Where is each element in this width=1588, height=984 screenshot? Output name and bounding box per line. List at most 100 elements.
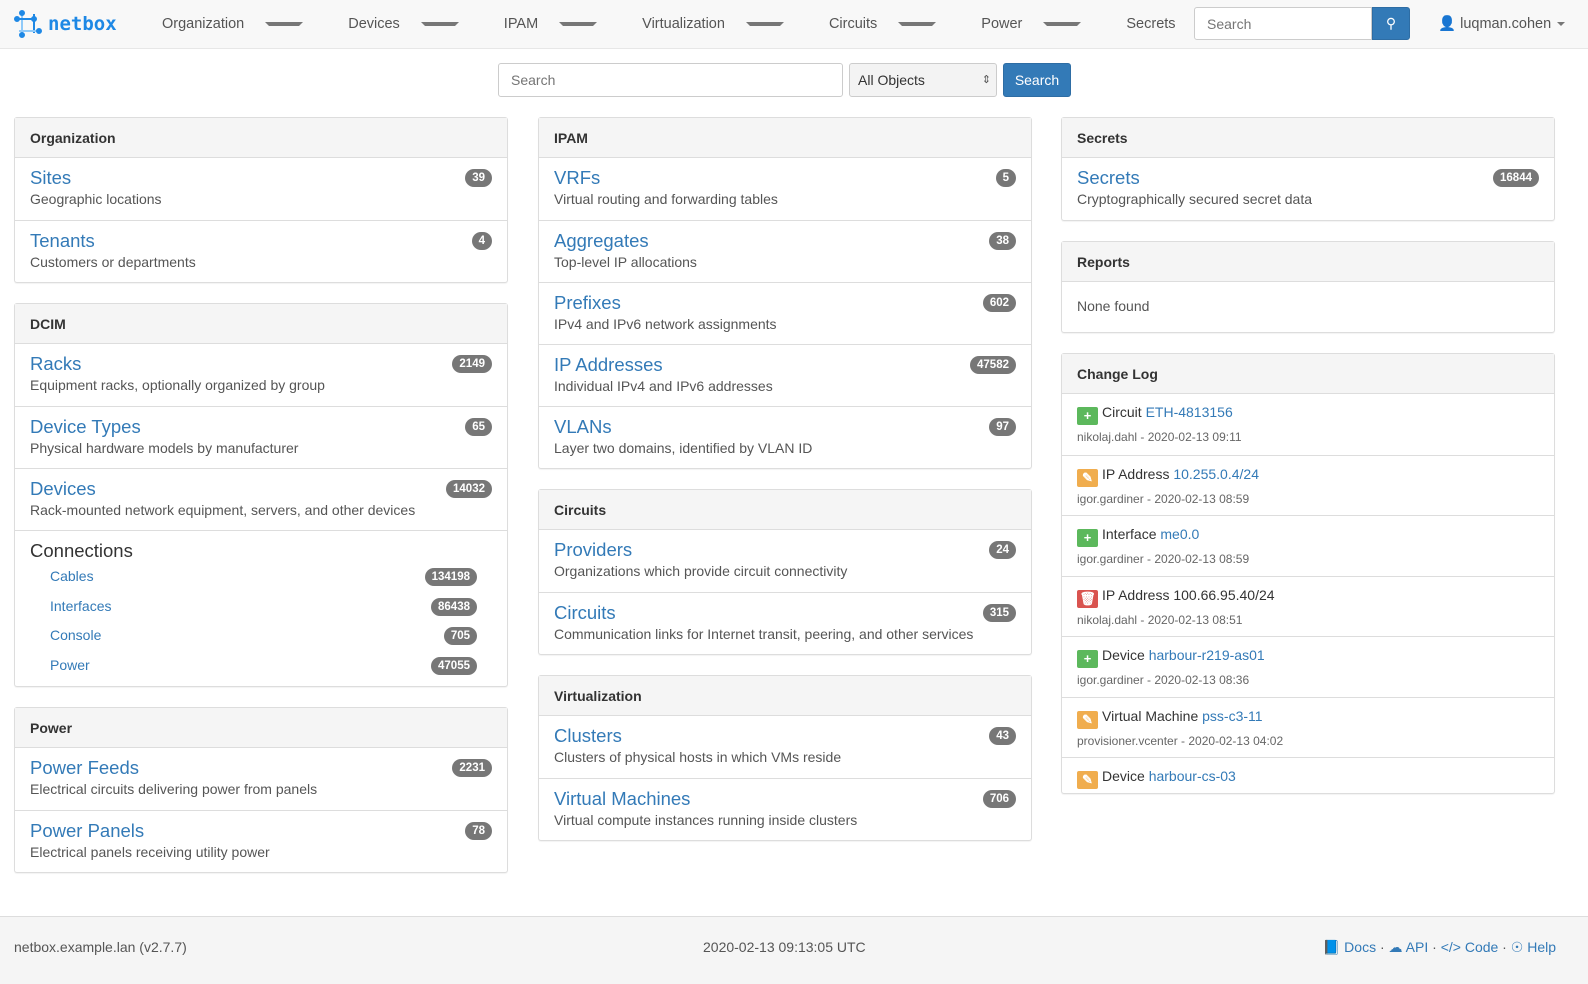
count-badge: 78 <box>465 822 492 840</box>
brand-name: netbox <box>48 13 117 35</box>
global-search: All Objects Search <box>498 63 1071 97</box>
count-badge: 38 <box>989 232 1016 250</box>
panel-heading: Secrets <box>1062 118 1554 158</box>
object-type: Virtual Machine <box>1102 707 1199 724</box>
count-badge: 2231 <box>452 759 492 777</box>
panel-change-log: Change Log + Circuit ETH-4813156 nikolaj.da… <box>1061 353 1555 794</box>
count-badge: 39 <box>465 169 492 187</box>
list-item: VLANs Layer two domains, identified by VL… <box>539 406 1031 468</box>
menu-circuits[interactable]: Circuits <box>799 0 951 49</box>
nav-search-button[interactable]: ⚲ <box>1372 7 1410 40</box>
link-power-feeds[interactable]: Power Feeds <box>30 757 139 778</box>
link-clusters[interactable]: Clusters <box>554 725 622 746</box>
link-power-panels[interactable]: Power Panels <box>30 820 145 841</box>
api-link[interactable]: ☁ API <box>1388 939 1429 955</box>
nav-search: ⚲ <box>1194 7 1410 40</box>
object-link[interactable]: me0.0 <box>1160 526 1200 542</box>
plus-icon: + <box>1077 407 1098 425</box>
netbox-logo[interactable]: netbox <box>14 10 132 38</box>
changelog-entry: + Circuit ETH-4813156 nikolaj.dahl - 2020-… <box>1062 394 1554 455</box>
link-virtual-machines[interactable]: Virtual Machines <box>554 788 691 809</box>
link-vrfs[interactable]: VRFs <box>554 167 601 188</box>
item-description: Layer two domains, identified by VLAN ID <box>554 440 813 456</box>
search-icon: ⚲ <box>1385 15 1397 31</box>
link-vlans[interactable]: VLANs <box>554 416 612 437</box>
link-aggregates[interactable]: Aggregates <box>554 230 649 251</box>
object-type: IP Address <box>1102 586 1170 603</box>
link-prefixes[interactable]: Prefixes <box>554 292 621 313</box>
count-badge: 4 <box>471 232 492 250</box>
menu-organization[interactable]: Organization <box>132 0 318 49</box>
menu-virtualization[interactable]: Virtualization <box>612 0 799 49</box>
object-link[interactable]: pss-c3-11 <box>1202 707 1263 724</box>
count-badge: 602 <box>982 294 1016 312</box>
nav-search-input[interactable] <box>1194 7 1372 40</box>
menu-label: Secrets <box>1126 15 1176 32</box>
search-input[interactable] <box>498 63 843 97</box>
menu-ipam[interactable]: IPAM <box>474 0 612 49</box>
link-providers[interactable]: Providers <box>554 539 633 560</box>
cloud-icon: ☁ <box>1388 939 1403 955</box>
object-type-select[interactable]: All Objects <box>849 63 997 97</box>
link-interfaces[interactable]: Interfaces <box>50 597 112 614</box>
chevron-down-icon <box>559 21 598 26</box>
list-item: VRFs Virtual routing and forwarding table… <box>539 158 1031 220</box>
object-link[interactable]: 10.255.0.4/24 <box>1173 465 1259 482</box>
link-cables[interactable]: Cables <box>50 568 94 584</box>
object-type: IP Address <box>1102 465 1170 482</box>
menu-power[interactable]: Power <box>951 0 1096 49</box>
changelog-entry: ✎ Device harbour-cs-03 <box>1062 757 1554 793</box>
link-tenants[interactable]: Tenants <box>30 230 95 251</box>
changelog-entry: 🗑 IP Address 100.66.95.40/24 nikolaj.dahl … <box>1062 575 1554 637</box>
count-badge: 86438 <box>431 597 477 616</box>
panel-ipam: IPAM VRFs Virtual routing and forwarding t… <box>538 117 1032 469</box>
panel-heading: Power <box>15 708 507 748</box>
count-badge: 47582 <box>970 356 1016 374</box>
empty-message: None found <box>1077 298 1150 314</box>
item-description: Electrical panels receiving utility powe… <box>30 844 270 860</box>
panel-reports: Reports None found <box>1061 241 1555 333</box>
trash-icon: 🗑 <box>1077 589 1098 608</box>
item-description: Geographic locations <box>30 191 162 207</box>
search-button[interactable]: Search <box>1003 63 1071 97</box>
link-secrets[interactable]: Secrets <box>1077 167 1140 188</box>
footer-hostname: netbox.example.lan (v2.7.7) <box>14 939 187 955</box>
footer: netbox.example.lan (v2.7.7) 2020-02-13 0… <box>0 916 1588 984</box>
link-power[interactable]: Power <box>50 656 90 673</box>
link-circuits[interactable]: Circuits <box>554 602 616 623</box>
panel-heading: Change Log <box>1062 354 1554 394</box>
object-link[interactable]: harbour-r219-as01 <box>1148 647 1265 663</box>
object-link[interactable]: harbour-cs-03 <box>1148 768 1236 784</box>
docs-link[interactable]: 📘 Docs <box>1322 939 1377 955</box>
link-devices[interactable]: Devices <box>30 478 96 499</box>
life-ring-icon: ☉ <box>1510 939 1524 955</box>
pencil-icon: ✎ <box>1077 771 1098 789</box>
link-sites[interactable]: Sites <box>30 167 72 188</box>
count-badge: 43 <box>989 727 1016 745</box>
menu-label: Devices <box>348 15 400 32</box>
object-type: Circuit <box>1102 404 1142 420</box>
object-link[interactable]: ETH-4813156 <box>1145 404 1233 420</box>
help-link[interactable]: ☉ Help <box>1510 939 1556 955</box>
link-racks[interactable]: Racks <box>30 353 82 374</box>
right-column: Secrets Secrets Cryptographically secured … <box>1061 117 1555 814</box>
panel-heading: Virtualization <box>539 676 1031 716</box>
object-type: Device <box>1102 647 1145 663</box>
list-item: Power Panels Electrical panels receiving … <box>15 810 507 872</box>
code-link[interactable]: </> Code <box>1440 939 1499 955</box>
changelog-meta: igor.gardiner - 2020-02-13 08:36 <box>1077 673 1250 687</box>
panel-heading: DCIM <box>15 304 507 344</box>
link-ip-addresses[interactable]: IP Addresses <box>554 354 663 375</box>
changelog-meta: igor.gardiner - 2020-02-13 08:59 <box>1077 552 1250 566</box>
item-description: Communication links for Internet transit… <box>554 626 974 642</box>
link-console[interactable]: Console <box>50 627 102 643</box>
menu-devices[interactable]: Devices <box>318 0 474 49</box>
panel-heading: Circuits <box>539 490 1031 530</box>
panel-secrets: Secrets Secrets Cryptographically secured … <box>1061 117 1555 221</box>
user-menu[interactable]: 👤 luqman.cohen <box>1438 0 1566 49</box>
item-description: Virtual routing and forwarding tables <box>554 191 778 207</box>
left-column: Organization Sites Geographic locations 39 T… <box>14 117 508 893</box>
netbox-logo-icon <box>14 10 42 38</box>
list-item: Virtual Machines Virtual compute instance… <box>539 778 1031 840</box>
link-device-types[interactable]: Device Types <box>30 416 141 437</box>
